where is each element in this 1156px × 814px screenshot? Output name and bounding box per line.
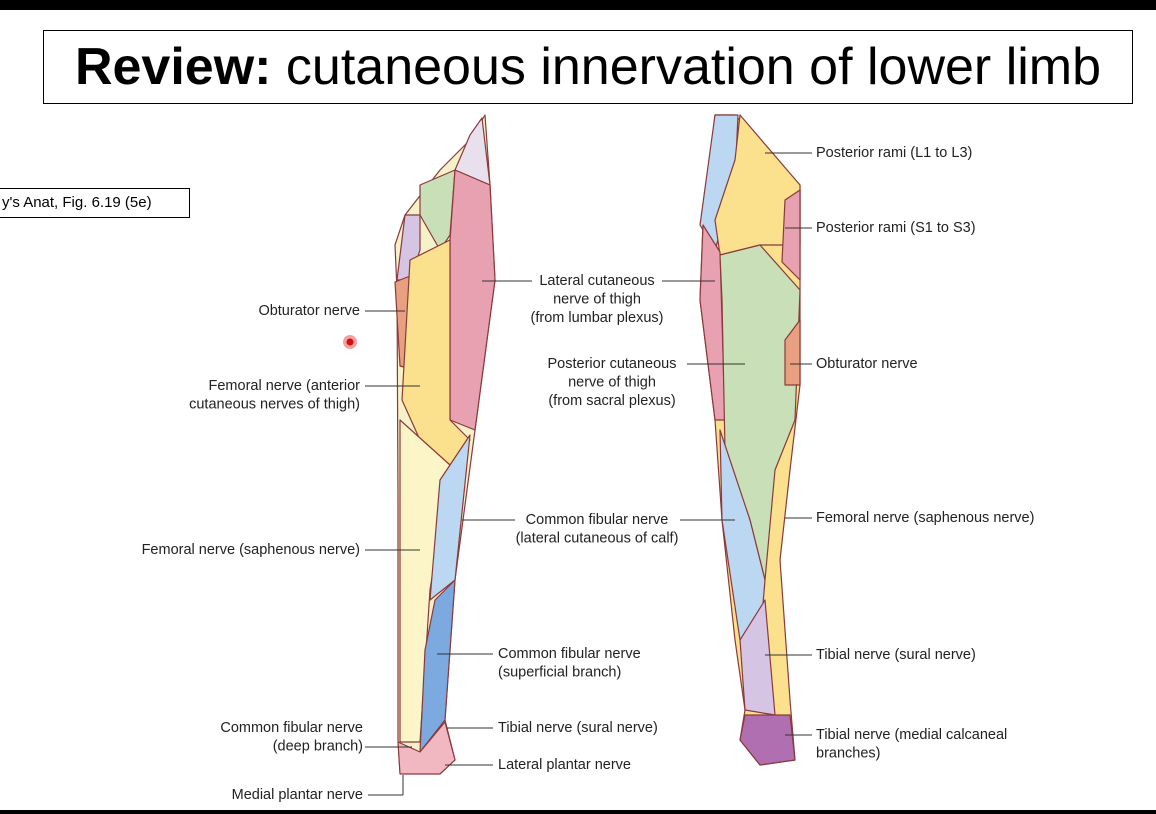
label-text: nerve of thigh (553, 291, 641, 307)
label-text: Femoral nerve (saphenous nerve) (142, 542, 360, 558)
label-text: (from sacral plexus) (548, 393, 675, 409)
label-text: Femoral nerve (anterior (209, 378, 361, 394)
nerve-region (429, 434, 471, 601)
cursor-dot (346, 338, 354, 346)
label-text: Lateral cutaneous (539, 273, 654, 289)
nerve-region (699, 224, 726, 421)
label-text: Posterior rami (S1 to S3) (816, 220, 976, 236)
cursor (343, 335, 357, 349)
citation: y's Anat, Fig. 6.19 (5e) (0, 188, 190, 218)
label-text: (deep branch) (273, 738, 363, 754)
label-text: Medial plantar nerve (232, 787, 363, 803)
posterior-limb (699, 114, 801, 766)
label-text: (from lumbar plexus) (531, 310, 664, 326)
label-text: Lateral plantar nerve (498, 757, 631, 773)
label-text: Obturator nerve (258, 303, 360, 319)
labels: Obturator nerve Femoral nerve (anterior cu… (142, 145, 1035, 803)
nerve-region (719, 244, 801, 581)
label-text: Tibial nerve (sural nerve) (816, 647, 976, 663)
nerve-region (449, 169, 496, 431)
label-text: (lateral cutaneous of calf) (516, 530, 679, 546)
nerve-region (419, 579, 456, 753)
label-text: (superficial branch) (498, 664, 621, 680)
anterior-limb (394, 114, 496, 775)
label-text: Posterior cutaneous (548, 356, 677, 372)
label-text: Tibial nerve (medial calcaneal (816, 727, 1007, 743)
label-text: Common fibular nerve (220, 720, 363, 736)
label-text: Obturator nerve (816, 356, 918, 372)
label-text: Femoral nerve (saphenous nerve) (816, 510, 1034, 526)
title-bold: Review: (74, 38, 272, 96)
label-text: Posterior rami (L1 to L3) (816, 145, 972, 161)
label-text: branches) (816, 745, 880, 761)
nerve-region (781, 189, 801, 281)
nerve-region (397, 721, 456, 775)
nerve-region (739, 714, 796, 766)
label-text: Common fibular nerve (526, 512, 669, 528)
bottom-bar (0, 810, 1156, 814)
title-text: cutaneous innervation of lower limb (285, 38, 1102, 96)
label-text: Common fibular nerve (498, 646, 641, 662)
label-text: nerve of thigh (568, 374, 656, 390)
label-text: cutaneous nerves of thigh) (189, 396, 360, 412)
title: Review: cutaneous innervation of lower l… (43, 30, 1133, 104)
top-bar (0, 0, 1156, 10)
nerve-region (784, 319, 801, 386)
label-text: Tibial nerve (sural nerve) (498, 720, 658, 736)
